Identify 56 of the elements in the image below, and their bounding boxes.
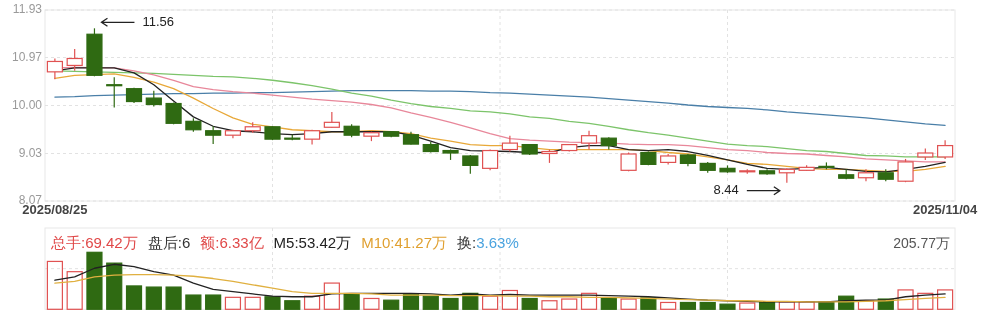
bar (343, 293, 360, 310)
text: 盘后:6 (147, 233, 191, 251)
bar (580, 292, 598, 310)
bar (561, 298, 578, 310)
bar (719, 303, 736, 310)
line-series (54, 90, 946, 126)
text: M5:53.42万 (273, 233, 352, 251)
bar (125, 285, 143, 310)
bar (699, 301, 716, 310)
candlestick (46, 57, 63, 80)
bar (185, 294, 202, 310)
candlestick (580, 130, 598, 151)
bar (422, 295, 439, 310)
bar (284, 300, 301, 310)
candlestick (937, 139, 954, 160)
bar (660, 301, 677, 310)
text: 换:3.63% (457, 233, 519, 251)
text: 额:6.33亿 (200, 233, 264, 251)
bar (541, 300, 558, 310)
bar (244, 296, 261, 310)
annotation: 8.44 (713, 182, 739, 198)
annotation: 11.56 (142, 13, 175, 29)
bar (442, 297, 459, 310)
bar (600, 297, 617, 310)
text: M10:41.27万 (361, 233, 448, 251)
bar (46, 260, 63, 310)
bar (937, 289, 954, 310)
bar (917, 292, 934, 310)
y-tick-label: 9.03 (18, 145, 43, 160)
bar (739, 302, 756, 310)
bar (224, 296, 242, 310)
y-tick-label: 10.97 (11, 49, 43, 64)
bar (897, 289, 914, 310)
bar (679, 301, 697, 310)
y-tick-label: 10.00 (11, 97, 43, 112)
bar (501, 289, 518, 310)
bar (106, 262, 123, 310)
bar (205, 294, 222, 310)
candlestick (66, 48, 83, 72)
bar (66, 271, 83, 310)
bar (521, 297, 538, 310)
candlestick (106, 76, 123, 109)
bar (145, 286, 162, 310)
bar (620, 298, 637, 310)
bar (640, 297, 657, 310)
bar (165, 286, 182, 310)
text: 总手:69.42万 (50, 233, 138, 251)
bar (86, 251, 103, 310)
bar (383, 299, 400, 310)
y-tick-label: 11.93 (12, 2, 43, 17)
bar (323, 282, 340, 310)
text: 205.77万 (893, 234, 950, 251)
x-tick-label: 2025/11/04 (912, 202, 979, 217)
bar (482, 295, 499, 310)
bar (363, 297, 380, 310)
bar (264, 296, 281, 310)
